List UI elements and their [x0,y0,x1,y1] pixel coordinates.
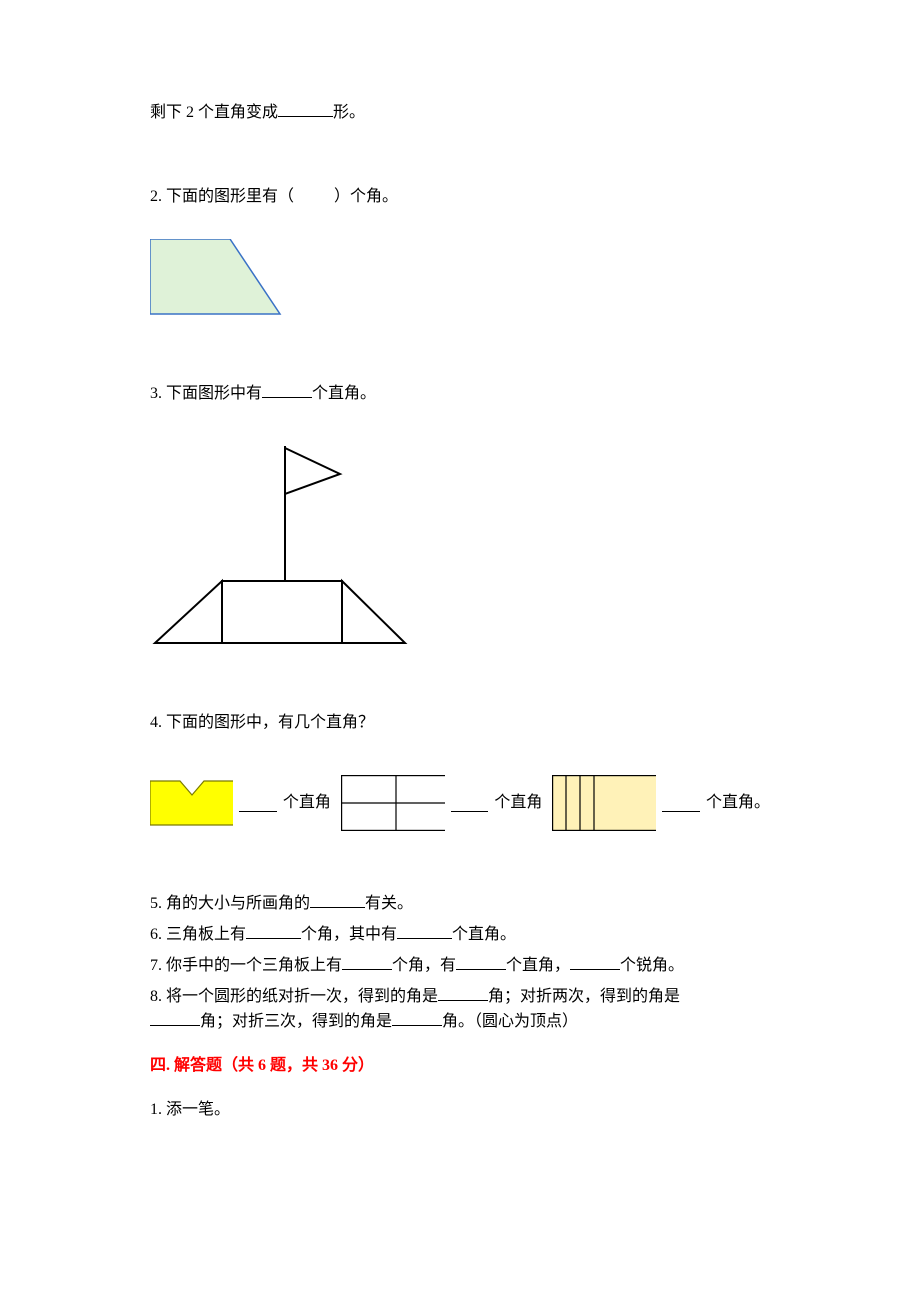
q6-c: 个直角。 [452,926,516,943]
q4-shape3 [552,775,656,831]
q3-right-tri [342,581,405,643]
q8-line: 8. 将一个圆形的纸对折一次，得到的角是 角；对折两次，得到的角是 角；对折三次，… [150,984,770,1034]
q7-d: 个锐角。 [620,957,684,974]
q2-a: 2. 下面的图形里有（ [150,188,294,205]
q2-text: 2. 下面的图形里有（ ）个角。 [150,185,770,209]
q3-a: 3. 下面图形中有 [150,385,262,402]
q5-line: 5. 角的大小与所画角的 有关。 [150,891,770,916]
q2-b: ）个角。 [334,188,398,205]
q4-shape1 [150,778,233,828]
q6-blank1[interactable] [246,922,301,939]
q5-a: 5. 角的大小与所画角的 [150,895,310,912]
q4-shape3-rect [553,776,656,831]
q3-blank[interactable] [262,381,312,398]
q4-row: 个直角 个直角 个直角。 [150,775,770,831]
page: 剩下 2 个直角变成形。 2. 下面的图形里有（）个角。 3. 下面图形中有个直… [0,0,920,1228]
q7-b: 个角，有 [392,957,456,974]
q1-suffix: 形。 [333,104,365,121]
q2-figure [150,239,770,321]
sq1-line: 1. 添一笔。 [150,1098,770,1122]
q3-text: 3. 下面图形中有 个直角。 [150,381,770,406]
q7-a: 7. 你手中的一个三角板上有 [150,957,342,974]
section4-title: 四. 解答题（共 6 题，共 36 分） [150,1054,770,1078]
q7-c: 个直角， [506,957,570,974]
q3-b: 个直角。 [312,385,376,402]
q7-blank3[interactable] [570,953,620,970]
q1-prefix: 剩下 2 个直角变成 [150,104,278,121]
q8-c: 角；对折三次，得到的角是 [200,1013,392,1030]
q6-b: 个角，其中有 [301,926,397,943]
q3-figure [150,436,770,651]
q8-a: 8. 将一个圆形的纸对折一次，得到的角是 [150,988,438,1005]
q6-line: 6. 三角板上有 个角，其中有 个直角。 [150,922,770,947]
q5-b: 有关。 [365,895,413,912]
q7-blank1[interactable] [342,953,392,970]
q4-label3: 个直角。 [706,791,770,815]
q4-blank1[interactable] [239,795,277,812]
q7-line: 7. 你手中的一个三角板上有 个角，有 个直角， 个锐角。 [150,953,770,978]
q2-trapezoid-poly [150,239,280,314]
q3-flag [285,448,340,494]
q4-shape1-poly [150,781,233,825]
q3-rect [222,581,342,643]
q5-blank[interactable] [310,891,365,908]
q8-d: 角。（圆心为顶点） [442,1013,578,1030]
q6-blank2[interactable] [397,922,452,939]
q4-text: 4. 下面的图形中，有几个直角？ [150,711,770,735]
q1-blank[interactable] [278,100,333,117]
q1-line: 剩下 2 个直角变成 形。 [150,100,770,125]
q3-diagram [150,436,410,651]
q2-trapezoid [150,239,290,321]
q4-blank3[interactable] [662,795,700,812]
q8-blank1[interactable] [438,984,488,1001]
q4-label2: 个直角 [494,791,542,815]
q4-shape2 [341,775,445,831]
q4-label1: 个直角 [283,791,331,815]
q8-b: 角；对折两次，得到的角是 [488,988,680,1005]
q3-left-tri [155,581,222,643]
q7-blank2[interactable] [456,953,506,970]
q8-blank2[interactable] [150,1009,200,1026]
q6-a: 6. 三角板上有 [150,926,246,943]
q8-blank3[interactable] [392,1009,442,1026]
q4-blank2[interactable] [451,795,489,812]
